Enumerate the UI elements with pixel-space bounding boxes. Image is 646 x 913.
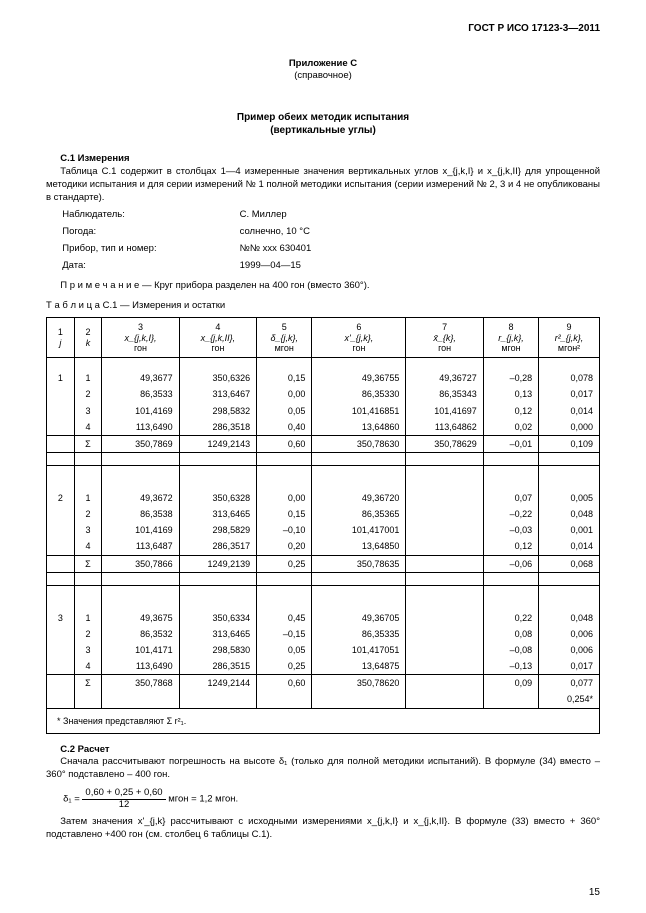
- table-row: 4113,6490286,35180,4013,64860113,648620,…: [47, 419, 600, 436]
- table-row: 286,3533313,64670,0086,3533086,353430,13…: [47, 386, 600, 402]
- section-c1-para: Таблица С.1 содержит в столбцах 1—4 изме…: [46, 166, 600, 204]
- table-row: 4113,6490286,35150,2513,64875–0,130,017: [47, 658, 600, 675]
- table-row: 3101,4171298,58300,05101,417051–0,080,00…: [47, 642, 600, 658]
- observation-info: Наблюдатель:С. Миллер Погода:солнечно, 1…: [46, 206, 314, 275]
- formula-prefix: δ₁ =: [63, 794, 82, 805]
- obs-key: Наблюдатель:: [48, 208, 158, 223]
- section-c2-para2: Затем значения x'_{j,k} рассчитывают с и…: [46, 816, 600, 842]
- obs-key: Дата:: [48, 259, 158, 274]
- formula-numerator: 0,60 + 0,25 + 0,60: [82, 788, 165, 799]
- formula-suffix: мгон = 1,2 мгон.: [168, 794, 238, 805]
- appendix-sub: (справочное): [46, 70, 600, 83]
- caption-label: Т а б л и ц а: [46, 300, 100, 311]
- obs-key: Прибор, тип и номер:: [48, 242, 158, 257]
- document-id: ГОСТ Р ИСО 17123-3—2011: [46, 22, 600, 36]
- note-label: П р и м е ч а н и е: [60, 280, 139, 291]
- table-row: 3101,4169298,58320,05101,416851101,41697…: [47, 403, 600, 419]
- table-sum-row: Σ350,78661249,21390,25350,78635–0,060,06…: [47, 555, 600, 572]
- obs-val: С. Миллер: [160, 208, 313, 223]
- caption-rest: С.1 — Измерения и остатки: [100, 300, 225, 311]
- table-row: 4113,6487286,35170,2013,648500,120,014: [47, 538, 600, 555]
- obs-val: №№ xxx 630401: [160, 242, 313, 257]
- obs-key: Погода:: [48, 225, 158, 240]
- table-row: 1149,3677350,63260,1549,3675549,36727–0,…: [47, 370, 600, 386]
- note: П р и м е ч а н и е — Круг прибора разде…: [46, 280, 600, 293]
- table-c1: 1j 2k 3x_{j,k,I},гон 4x_{j,k,II},гон 5δ_…: [46, 317, 600, 733]
- section-title: Пример обеих методик испытания (вертикал…: [46, 111, 600, 137]
- table-row: 2149,3672350,63280,0049,367200,070,005: [47, 490, 600, 506]
- title-line-2: (вертикальные углы): [46, 124, 600, 137]
- table-caption: Т а б л и ц а С.1 — Измерения и остатки: [46, 300, 600, 313]
- table-header-row: 1j 2k 3x_{j,k,I},гон 4x_{j,k,II},гон 5δ_…: [47, 318, 600, 358]
- table-row: 3101,4169298,5829–0,10101,417001–0,030,0…: [47, 522, 600, 538]
- table-row: 0,254*: [47, 691, 600, 708]
- table-row: 3149,3675350,63340,4549,367050,220,048: [47, 610, 600, 626]
- section-c2-para1: Сначала рассчитывают погрешность на высо…: [46, 756, 600, 782]
- note-text: — Круг прибора разделен на 400 гон (вмес…: [139, 280, 369, 291]
- section-c2-head: С.2 Расчет: [46, 744, 600, 757]
- table-footnote: * Значения представляют Σ r²₁.: [47, 708, 600, 733]
- formula-delta1: δ₁ = 0,60 + 0,25 + 0,60 12 мгон = 1,2 мг…: [63, 788, 600, 810]
- table-row: 286,3538313,64650,1586,35365–0,220,048: [47, 506, 600, 522]
- section-c1-head: С.1 Измерения: [46, 153, 600, 166]
- appendix-label: Приложение С: [46, 58, 600, 71]
- formula-denominator: 12: [82, 800, 165, 810]
- table-sum-row: Σ350,78691249,21430,60350,78630350,78629…: [47, 435, 600, 452]
- table-sum-row: Σ350,78681249,21440,60350,786200,090,077: [47, 675, 600, 692]
- table-row: 286,3532313,6465–0,1586,353350,080,006: [47, 626, 600, 642]
- page-number: 15: [589, 886, 600, 900]
- obs-val: солнечно, 10 °С: [160, 225, 313, 240]
- title-line-1: Пример обеих методик испытания: [46, 111, 600, 124]
- obs-val: 1999—04—15: [160, 259, 313, 274]
